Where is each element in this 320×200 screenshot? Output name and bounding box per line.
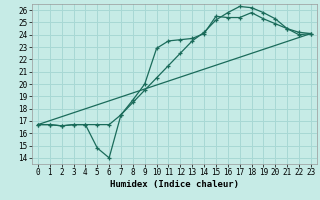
X-axis label: Humidex (Indice chaleur): Humidex (Indice chaleur) [110,180,239,189]
